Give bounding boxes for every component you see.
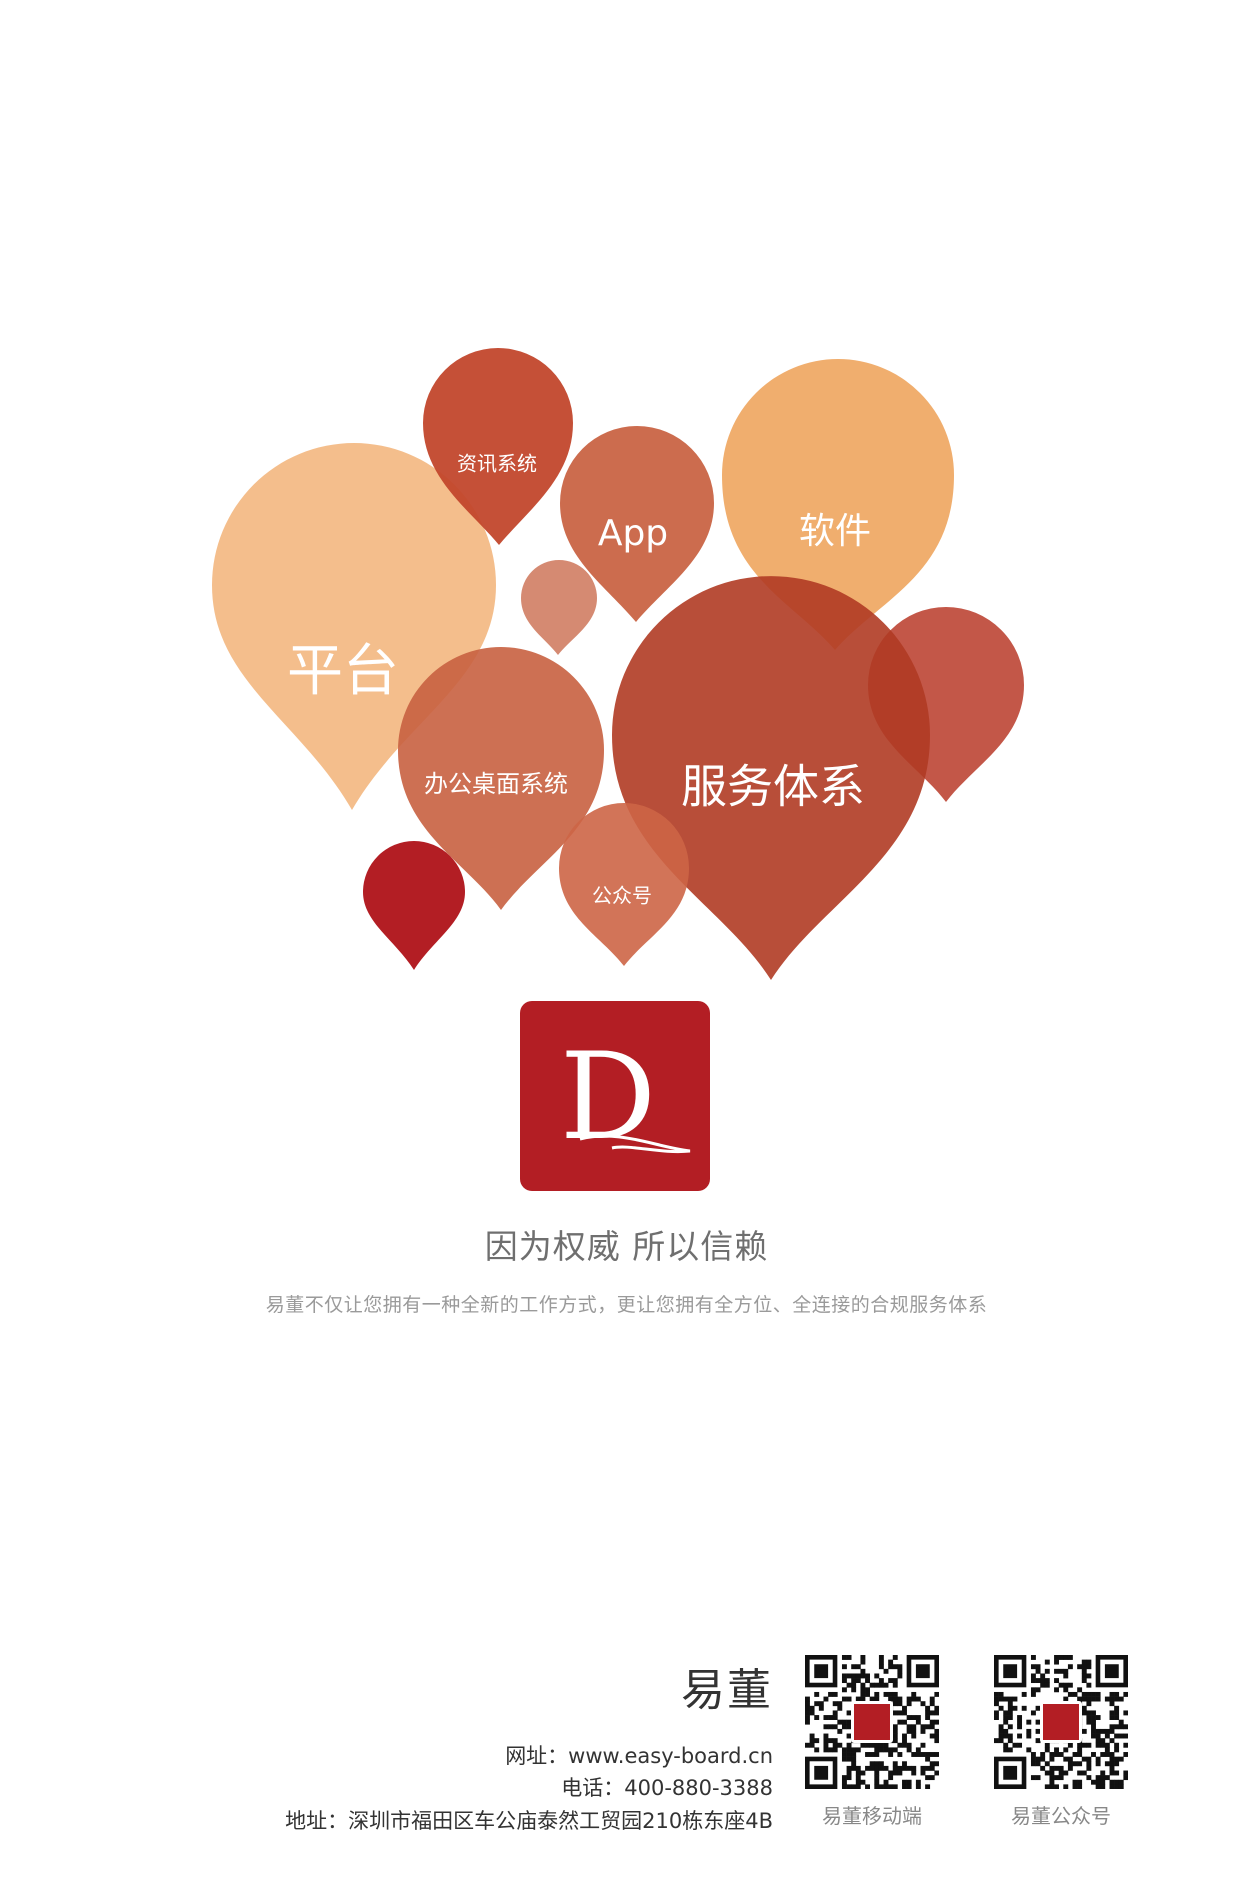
balloon-bangong (398, 647, 604, 910)
qr-code-mobile (805, 1655, 939, 1789)
balloon-gongzhonghao (559, 803, 689, 966)
label-zixun: 资讯系统 (457, 452, 537, 476)
balloon-app (560, 426, 714, 622)
label-pingtai: 平台 (287, 639, 399, 704)
balloon-fuwu (612, 576, 930, 980)
tagline: 因为权威 所以信赖 (484, 1227, 769, 1266)
website-text[interactable]: 网址：www.easy-board.cn (505, 1744, 773, 1768)
qr-code-wechat (994, 1655, 1128, 1789)
balloon-illustration: 资讯系统 App 软件 平台 办公桌面系统 服务体系 公众号 (212, 348, 1024, 980)
label-bangong: 办公桌面系统 (424, 770, 568, 798)
dq-monogram-icon: D (560, 1028, 691, 1167)
balloon-zixun (423, 348, 573, 545)
logo-letter: D (560, 1028, 656, 1167)
subline: 易董不仅让您拥有一种全新的工作方式，更让您拥有全方位、全连接的合规服务体系 (265, 1294, 988, 1316)
balloon-small (521, 560, 597, 655)
label-ruanjian: 软件 (799, 511, 871, 552)
qr-logo-icon (1040, 1701, 1082, 1743)
label-fuwu: 服务体系 (681, 760, 865, 814)
phone-text[interactable]: 电话：400-880-3388 (561, 1776, 773, 1800)
brand-name: 易董 (681, 1665, 773, 1716)
qr-logo-icon (851, 1701, 893, 1743)
balloon-darkred (363, 841, 465, 970)
address-text: 地址：深圳市福田区车公庙泰然工贸园210栋东座4B (285, 1809, 773, 1833)
label-app: App (598, 513, 668, 554)
label-gongzhonghao: 公众号 (592, 884, 652, 908)
qr-wechat-caption: 易董公众号 (1011, 1804, 1111, 1828)
qr-mobile-caption: 易董移动端 (822, 1804, 922, 1828)
app-logo: D (520, 1001, 710, 1191)
